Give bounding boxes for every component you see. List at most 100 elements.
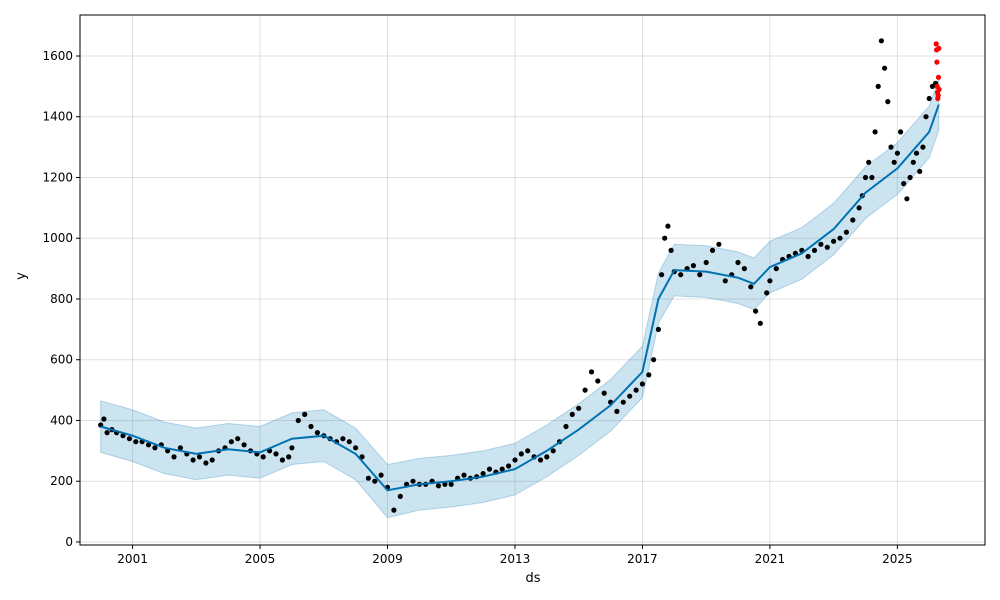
observed-point [177,445,183,451]
observed-point [668,247,674,253]
observed-point [850,217,856,223]
observed-point [601,390,607,396]
observed-point [286,454,292,460]
observed-point [235,436,241,442]
observed-point [518,451,524,457]
plot-frame [79,14,986,546]
observed-point [646,372,652,378]
observed-point [582,387,588,393]
observed-point [662,235,668,241]
observed-point [843,229,850,235]
observed-point [741,266,748,272]
observed-point [620,399,626,405]
observed-point [882,65,888,71]
recent-observed-point [935,74,942,80]
observed-point [869,174,875,181]
observed-point [627,393,633,399]
observed-point [926,95,932,102]
observed-point [753,308,759,314]
observed-point [697,272,703,278]
observed-point [831,238,837,244]
observed-point [885,99,891,105]
observed-point [203,460,209,466]
observed-point [856,205,862,211]
y-tick-label: 1200 [42,170,73,184]
observed-point [260,454,266,460]
x-tick-label: 2013 [500,552,531,566]
observed-point [512,457,518,463]
observed-point [878,38,885,44]
observed-point [923,114,929,120]
x-tick-label: 2021 [755,552,786,566]
observed-point [929,83,936,89]
observed-point [875,83,881,89]
observed-point [595,378,601,384]
observed-point [872,129,878,135]
observed-point [120,433,126,439]
y-tick-label: 1000 [42,231,73,245]
observed-point [569,411,575,417]
observed-point [372,478,378,484]
observed-point [308,423,314,430]
observed-point [805,253,811,260]
y-axis-ticks: 0 200 400 600 800 1000 1200 1400 1600 [42,49,80,549]
observed-point [126,436,132,442]
observed-point [703,259,709,266]
observed-point [907,174,913,181]
observed-point [353,445,359,451]
observed-point [289,445,295,451]
observed-point [410,478,416,484]
observed-point [152,445,158,451]
observed-point [314,430,320,436]
observed-point [537,457,544,463]
y-tick-label: 0 [65,535,73,549]
observed-point [340,436,346,442]
observed-point [359,454,365,460]
observed-point [639,381,646,387]
observed-point [391,507,397,513]
recent-observed-point [935,92,941,99]
observed-point [435,483,442,489]
observed-point [397,493,403,499]
observed-point [365,475,371,481]
observed-point [273,451,279,457]
observed-point [486,466,493,472]
observed-point [104,430,110,436]
recent-observed-point [933,41,939,47]
observed-point [811,247,818,253]
x-tick-label: 2017 [627,552,658,566]
observed-point [767,278,773,284]
observed-point [241,442,247,448]
observed-point [898,129,904,135]
observed-point [894,150,901,156]
observed-point [576,405,582,411]
uncertainty-band [100,78,940,519]
observed-point [133,439,139,445]
observed-point [901,181,907,187]
observed-point [171,454,177,460]
x-tick-label: 2009 [372,552,403,566]
observed-point [480,471,486,477]
x-axis-label: ds [525,571,540,586]
observed-point [837,235,843,241]
observed-point [563,423,569,430]
observed-point [655,326,662,332]
observed-point [862,174,869,181]
observed-point [735,259,741,266]
x-axis-ticks: 2001 2005 2009 2013 2017 2021 2025 [117,545,913,566]
y-axis-label: y [14,272,29,280]
observed-point [302,411,308,417]
observed-point [506,463,512,469]
observed-point [917,168,923,174]
recent-observed-point [936,45,942,52]
observed-point [920,144,926,150]
observed-point [913,150,920,156]
observed-point [665,223,671,229]
observed-point [748,284,754,290]
observed-point [764,290,770,296]
observed-point [824,244,830,250]
uncertainty-band-layer [100,78,940,519]
recent-observed-point [934,59,940,65]
observed-point [690,263,697,269]
